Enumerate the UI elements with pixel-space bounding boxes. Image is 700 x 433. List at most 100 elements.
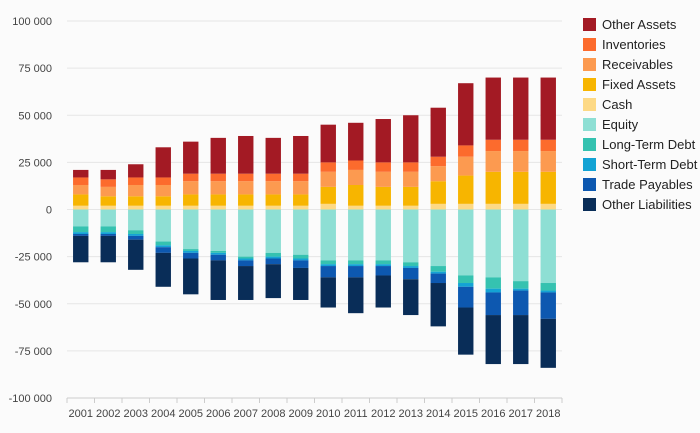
bar-segment	[128, 209, 144, 231]
bar-segment	[73, 205, 89, 210]
bar-segment	[100, 186, 116, 197]
legend-label: Equity	[602, 117, 639, 132]
bar-segment	[320, 124, 336, 163]
bar-segment	[485, 288, 501, 293]
bar-segment	[128, 234, 144, 236]
x-tick-label: 2001	[69, 408, 93, 420]
bar-segment	[513, 288, 529, 291]
bar-segment	[73, 177, 89, 185]
bar-segment	[320, 277, 336, 308]
bar-segment	[265, 264, 281, 299]
bar-segment	[293, 267, 309, 300]
bar-segment	[183, 173, 199, 182]
bar-segment	[100, 196, 116, 206]
bar-segment	[100, 226, 116, 233]
bar-segment	[375, 119, 391, 163]
y-tick-label: 50 000	[18, 110, 52, 122]
bar-segment	[513, 290, 529, 316]
x-tick-label: 2017	[509, 408, 533, 420]
bar-segment	[293, 173, 309, 182]
bar-segment	[265, 252, 281, 257]
bar-segment	[458, 286, 474, 308]
bar-segment	[540, 203, 556, 210]
bar-segment	[430, 156, 446, 167]
bar-segment	[238, 209, 254, 257]
bar-segment	[73, 169, 89, 178]
bar-segment	[320, 260, 336, 265]
x-tick-label: 2014	[426, 408, 450, 420]
bar-segment	[183, 205, 199, 210]
bar-segment	[155, 252, 171, 287]
bar-segment	[430, 203, 446, 210]
bar-segment	[183, 141, 199, 174]
bar-segment	[403, 279, 419, 316]
bar-segment	[100, 169, 116, 180]
bar-segment	[265, 209, 281, 253]
legend-label: Inventories	[602, 37, 666, 52]
bar-segment	[513, 151, 529, 172]
bar-segment	[238, 135, 254, 174]
bar-segment	[430, 266, 446, 272]
bar-segment	[210, 209, 226, 251]
legend-label: Other Assets	[602, 17, 677, 32]
bar-segment	[100, 232, 116, 235]
x-tick-label: 2003	[124, 408, 148, 420]
bar-segment	[403, 162, 419, 172]
bar-segment	[155, 147, 171, 178]
y-tick-label: -50 000	[15, 299, 52, 311]
legend-label: Other Liabilities	[602, 197, 692, 212]
bar-segment	[155, 196, 171, 206]
bar-segment	[485, 292, 501, 316]
bar-segment	[155, 177, 171, 185]
x-tick-label: 2002	[96, 408, 120, 420]
bar-segment	[375, 205, 391, 210]
y-tick-label: -100 000	[9, 393, 52, 405]
bar-segment	[403, 205, 419, 210]
bar-segment	[210, 260, 226, 300]
bar-segment	[293, 194, 309, 206]
bar-segment	[540, 151, 556, 172]
bar-segment	[265, 173, 281, 182]
bar-segment	[540, 171, 556, 204]
bar-segment	[513, 209, 529, 282]
bar-segment	[73, 232, 89, 235]
bar-segment	[293, 258, 309, 261]
bar-segment	[485, 209, 501, 278]
bar-segment	[348, 205, 364, 210]
bar-segment	[485, 77, 501, 140]
bar-segment	[485, 315, 501, 365]
bar-segment	[540, 318, 556, 368]
bar-segment	[128, 205, 144, 210]
bar-segment	[348, 184, 364, 206]
bar-segment	[238, 260, 254, 267]
bar-segment	[348, 277, 364, 314]
bar-segment	[485, 151, 501, 172]
legend-swatch	[583, 38, 596, 51]
bar-segment	[458, 307, 474, 355]
bar-segment	[128, 196, 144, 206]
bar-segment	[348, 122, 364, 161]
bar-segment	[458, 209, 474, 276]
bar-segment	[238, 173, 254, 182]
bar-segment	[320, 264, 336, 267]
bar-segment	[100, 209, 116, 227]
legend: Other Assets Inventories Receivables Fixed …	[583, 17, 698, 212]
bar-segment	[73, 209, 89, 227]
x-tick-label: 2016	[481, 408, 505, 420]
legend-label: Short-Term Debt	[602, 157, 698, 172]
bar-segment	[155, 205, 171, 210]
x-axis: 2001 2002 2003 2004 2005 2006 2007 2008 2009 2010…	[66, 397, 563, 420]
legend-swatch	[583, 18, 596, 31]
bar-segment	[73, 234, 89, 236]
bar-segment	[293, 260, 309, 268]
bar-segment	[155, 241, 171, 246]
bar-segment	[430, 166, 446, 182]
x-tick-label: 2005	[179, 408, 203, 420]
bar-segment	[238, 256, 254, 259]
x-tick-label: 2009	[289, 408, 313, 420]
bar-segment	[155, 184, 171, 197]
bar-segment	[458, 203, 474, 210]
bar-segment	[238, 181, 254, 195]
bar-stacks	[73, 77, 556, 368]
